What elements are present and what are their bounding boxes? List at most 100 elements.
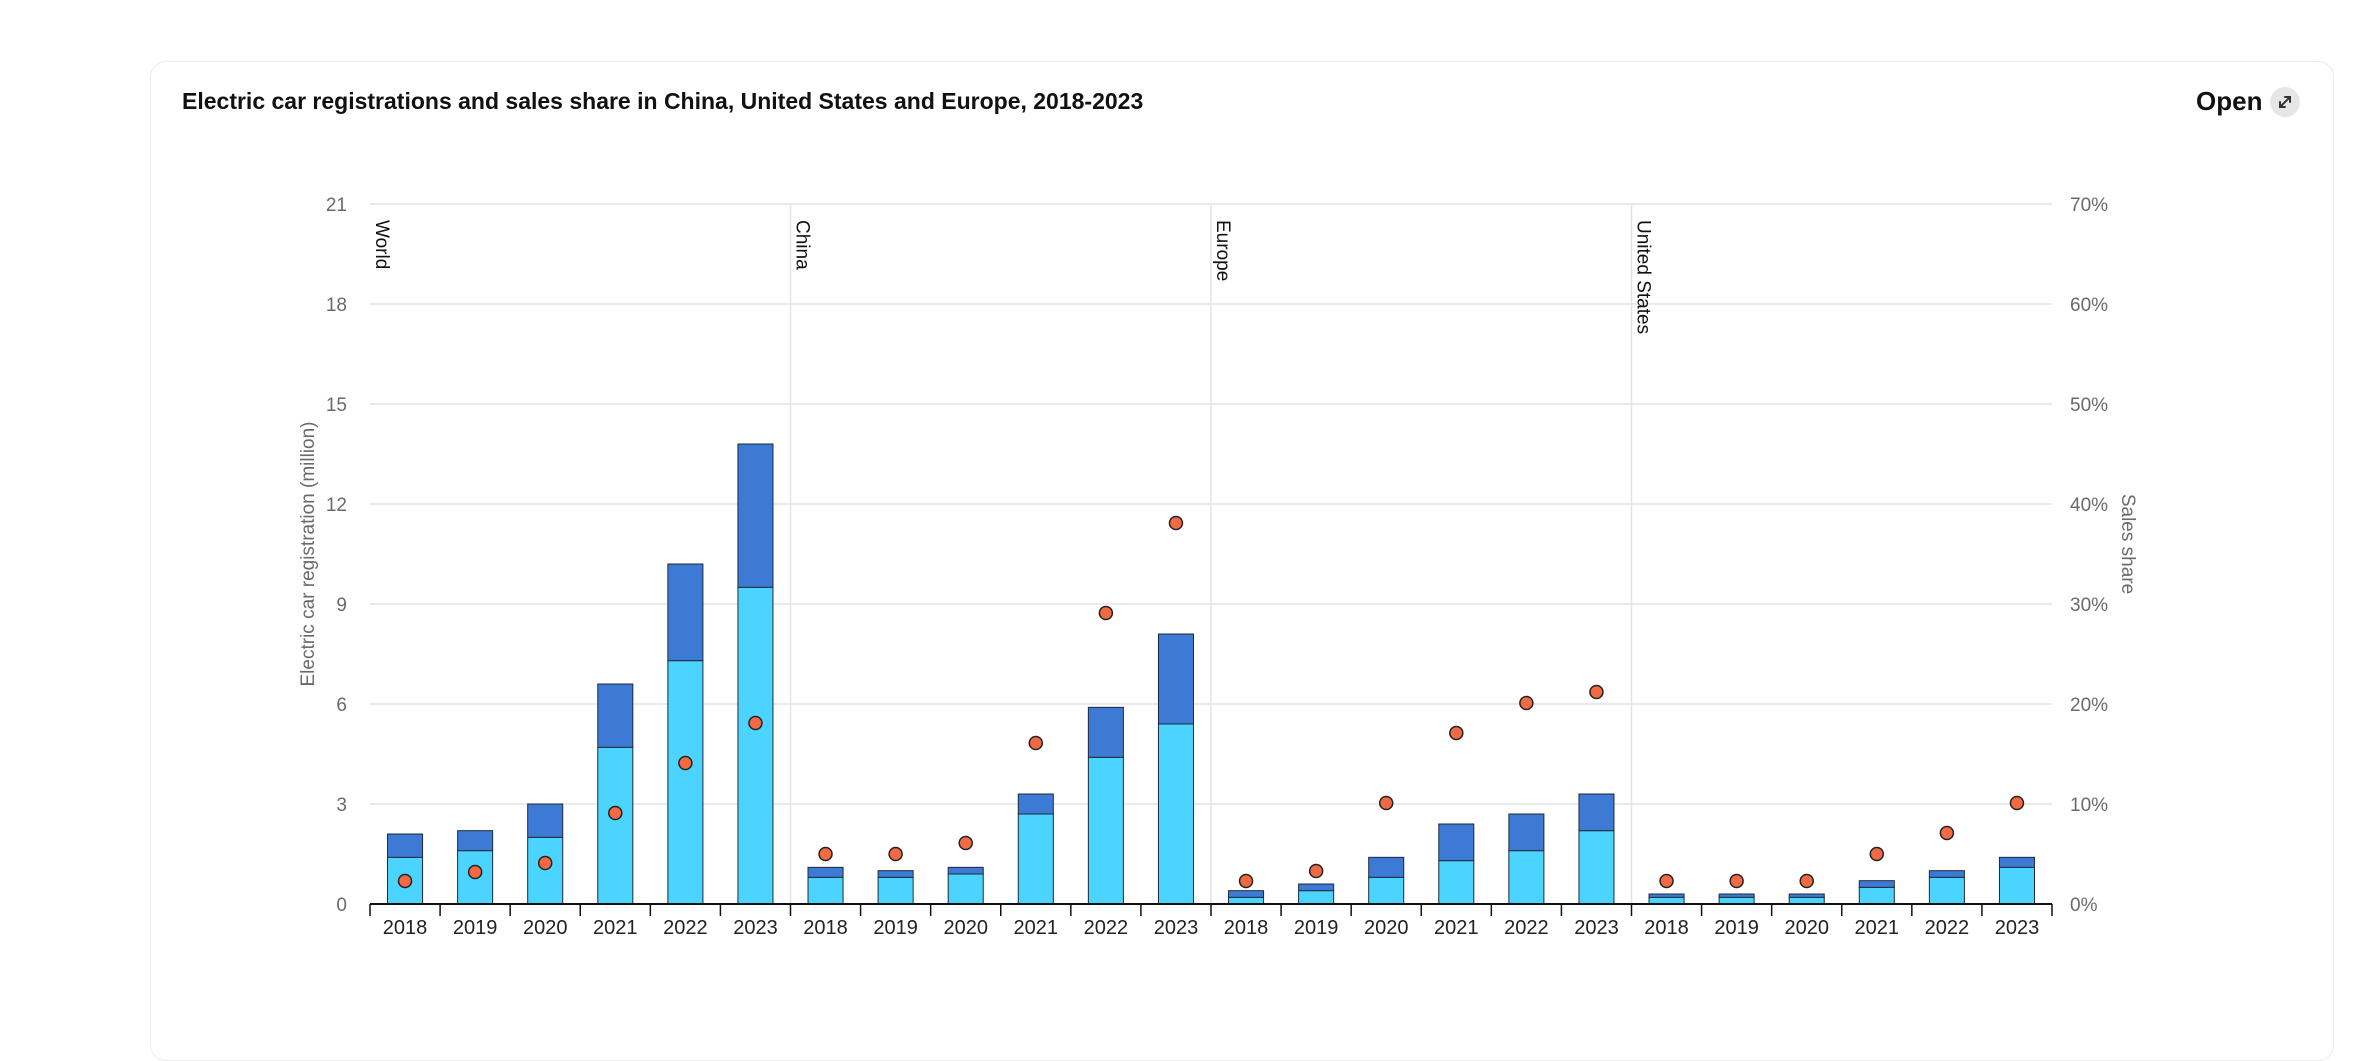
bar-phev — [877, 870, 914, 878]
x-tick-label: 2023 — [1574, 917, 1619, 939]
x-tick-label: 2021 — [1434, 917, 1479, 939]
y-tick-label: 21 — [326, 195, 347, 216]
x-tick-label: 2023 — [1154, 917, 1199, 939]
x-tick-label: 2022 — [663, 917, 708, 939]
y-tick-label: 0 — [336, 895, 347, 916]
x-tick-label: 2021 — [1855, 917, 1900, 939]
x-tick-label: 2019 — [1294, 917, 1339, 939]
sales-share-point — [1308, 863, 1324, 879]
bar-phev — [1578, 793, 1615, 832]
bar-phev — [1017, 793, 1054, 815]
bar-bev — [1508, 850, 1545, 905]
sales-share-point — [1378, 795, 1394, 811]
sales-share-point — [1589, 684, 1604, 700]
x-tick-label: 2022 — [1925, 917, 1970, 939]
panel-label: World — [371, 220, 392, 269]
bar-bev — [737, 586, 774, 905]
sales-share-point — [537, 855, 553, 871]
x-tick-label: 2022 — [1504, 917, 1549, 939]
x-tick-label: 2019 — [873, 917, 918, 939]
bar-phev — [947, 866, 984, 875]
x-tick-label: 2022 — [1084, 917, 1129, 939]
bar-bev — [597, 746, 634, 905]
bar-bev — [1998, 866, 2035, 905]
bar-bev — [1298, 890, 1335, 905]
panel-label: United States — [1633, 220, 1654, 334]
bar-phev — [597, 683, 634, 748]
x-tick-label: 2023 — [733, 917, 778, 939]
y2-tick-label: 60% — [2070, 295, 2108, 316]
bar-phev — [1438, 823, 1475, 862]
bar-phev — [1228, 890, 1265, 898]
bar-bev — [877, 876, 914, 905]
sales-share-point — [818, 846, 833, 862]
bar-phev — [1858, 880, 1895, 888]
x-tick-label: 2023 — [1995, 917, 2040, 939]
sales-share-point — [1098, 605, 1114, 621]
bar-bev — [1578, 830, 1615, 905]
y-tick-label: 9 — [336, 595, 347, 616]
bar-bev — [1087, 756, 1124, 905]
y2-tick-label: 50% — [2070, 395, 2108, 416]
sales-share-point — [1238, 873, 1254, 889]
y2-tick-label: 30% — [2070, 595, 2108, 616]
y2-tick-label: 40% — [2070, 495, 2108, 516]
open-button-label: Open — [2196, 86, 2263, 116]
y-tick-label: 12 — [326, 495, 347, 516]
y2-tick-label: 70% — [2070, 195, 2108, 216]
x-tick-label: 2018 — [1644, 917, 1689, 939]
bar-phev — [1298, 883, 1335, 892]
bar-phev — [1648, 893, 1685, 898]
y-tick-label: 15 — [326, 395, 347, 416]
x-tick-label: 2019 — [1714, 917, 1759, 939]
y-tick-label: 6 — [336, 695, 347, 716]
sales-share-point — [958, 835, 973, 851]
y2-axis-title: Sales share — [2117, 494, 2138, 594]
bar-phev — [1157, 633, 1194, 725]
chart-title: Electric car registrations and sales sha… — [182, 88, 1144, 114]
sales-share-point — [1028, 735, 1044, 751]
bar-phev — [1788, 893, 1825, 898]
bar-bev — [1928, 876, 1965, 905]
bar-bev — [527, 836, 564, 905]
sales-share-point — [1659, 873, 1674, 889]
panel-label: China — [792, 220, 813, 270]
y-tick-label: 18 — [326, 295, 347, 316]
bar-bev — [1157, 723, 1194, 905]
panel-label: Europe — [1212, 220, 1233, 281]
y2-tick-label: 0% — [2070, 895, 2098, 916]
bar-bev — [1438, 860, 1475, 905]
x-tick-label: 2020 — [523, 917, 568, 939]
bar-phev — [387, 833, 424, 858]
x-tick-label: 2018 — [383, 917, 428, 939]
x-tick-label: 2021 — [593, 917, 638, 939]
bar-bev — [807, 876, 844, 905]
bar-phev — [1087, 706, 1124, 758]
sales-share-point — [467, 864, 483, 880]
y-axis-title: Electric car registration (million) — [298, 421, 319, 686]
x-tick-label: 2018 — [803, 917, 848, 939]
expand-icon — [2270, 86, 2301, 117]
sales-share-point — [748, 715, 763, 731]
sales-share-point — [1869, 846, 1885, 862]
bar-phev — [737, 443, 774, 588]
bar-phev — [1508, 813, 1545, 852]
open-button[interactable]: Open — [2196, 86, 2301, 117]
bar-phev — [1368, 856, 1405, 878]
sales-share-point — [1168, 515, 1184, 531]
sales-share-point — [678, 755, 693, 771]
bar-bev — [1368, 876, 1405, 905]
bar-phev — [1998, 856, 2035, 868]
bar-bev — [947, 873, 984, 905]
bar-phev — [457, 830, 494, 852]
bar-phev — [667, 563, 704, 662]
y2-tick-label: 20% — [2070, 695, 2108, 716]
sales-share-point — [608, 805, 623, 821]
sales-share-point — [1449, 725, 1464, 741]
x-tick-label: 2020 — [943, 917, 988, 939]
x-tick-label: 2020 — [1784, 917, 1829, 939]
x-tick-label: 2018 — [1224, 917, 1269, 939]
bar-phev — [807, 866, 844, 878]
bar-phev — [1928, 870, 1965, 878]
